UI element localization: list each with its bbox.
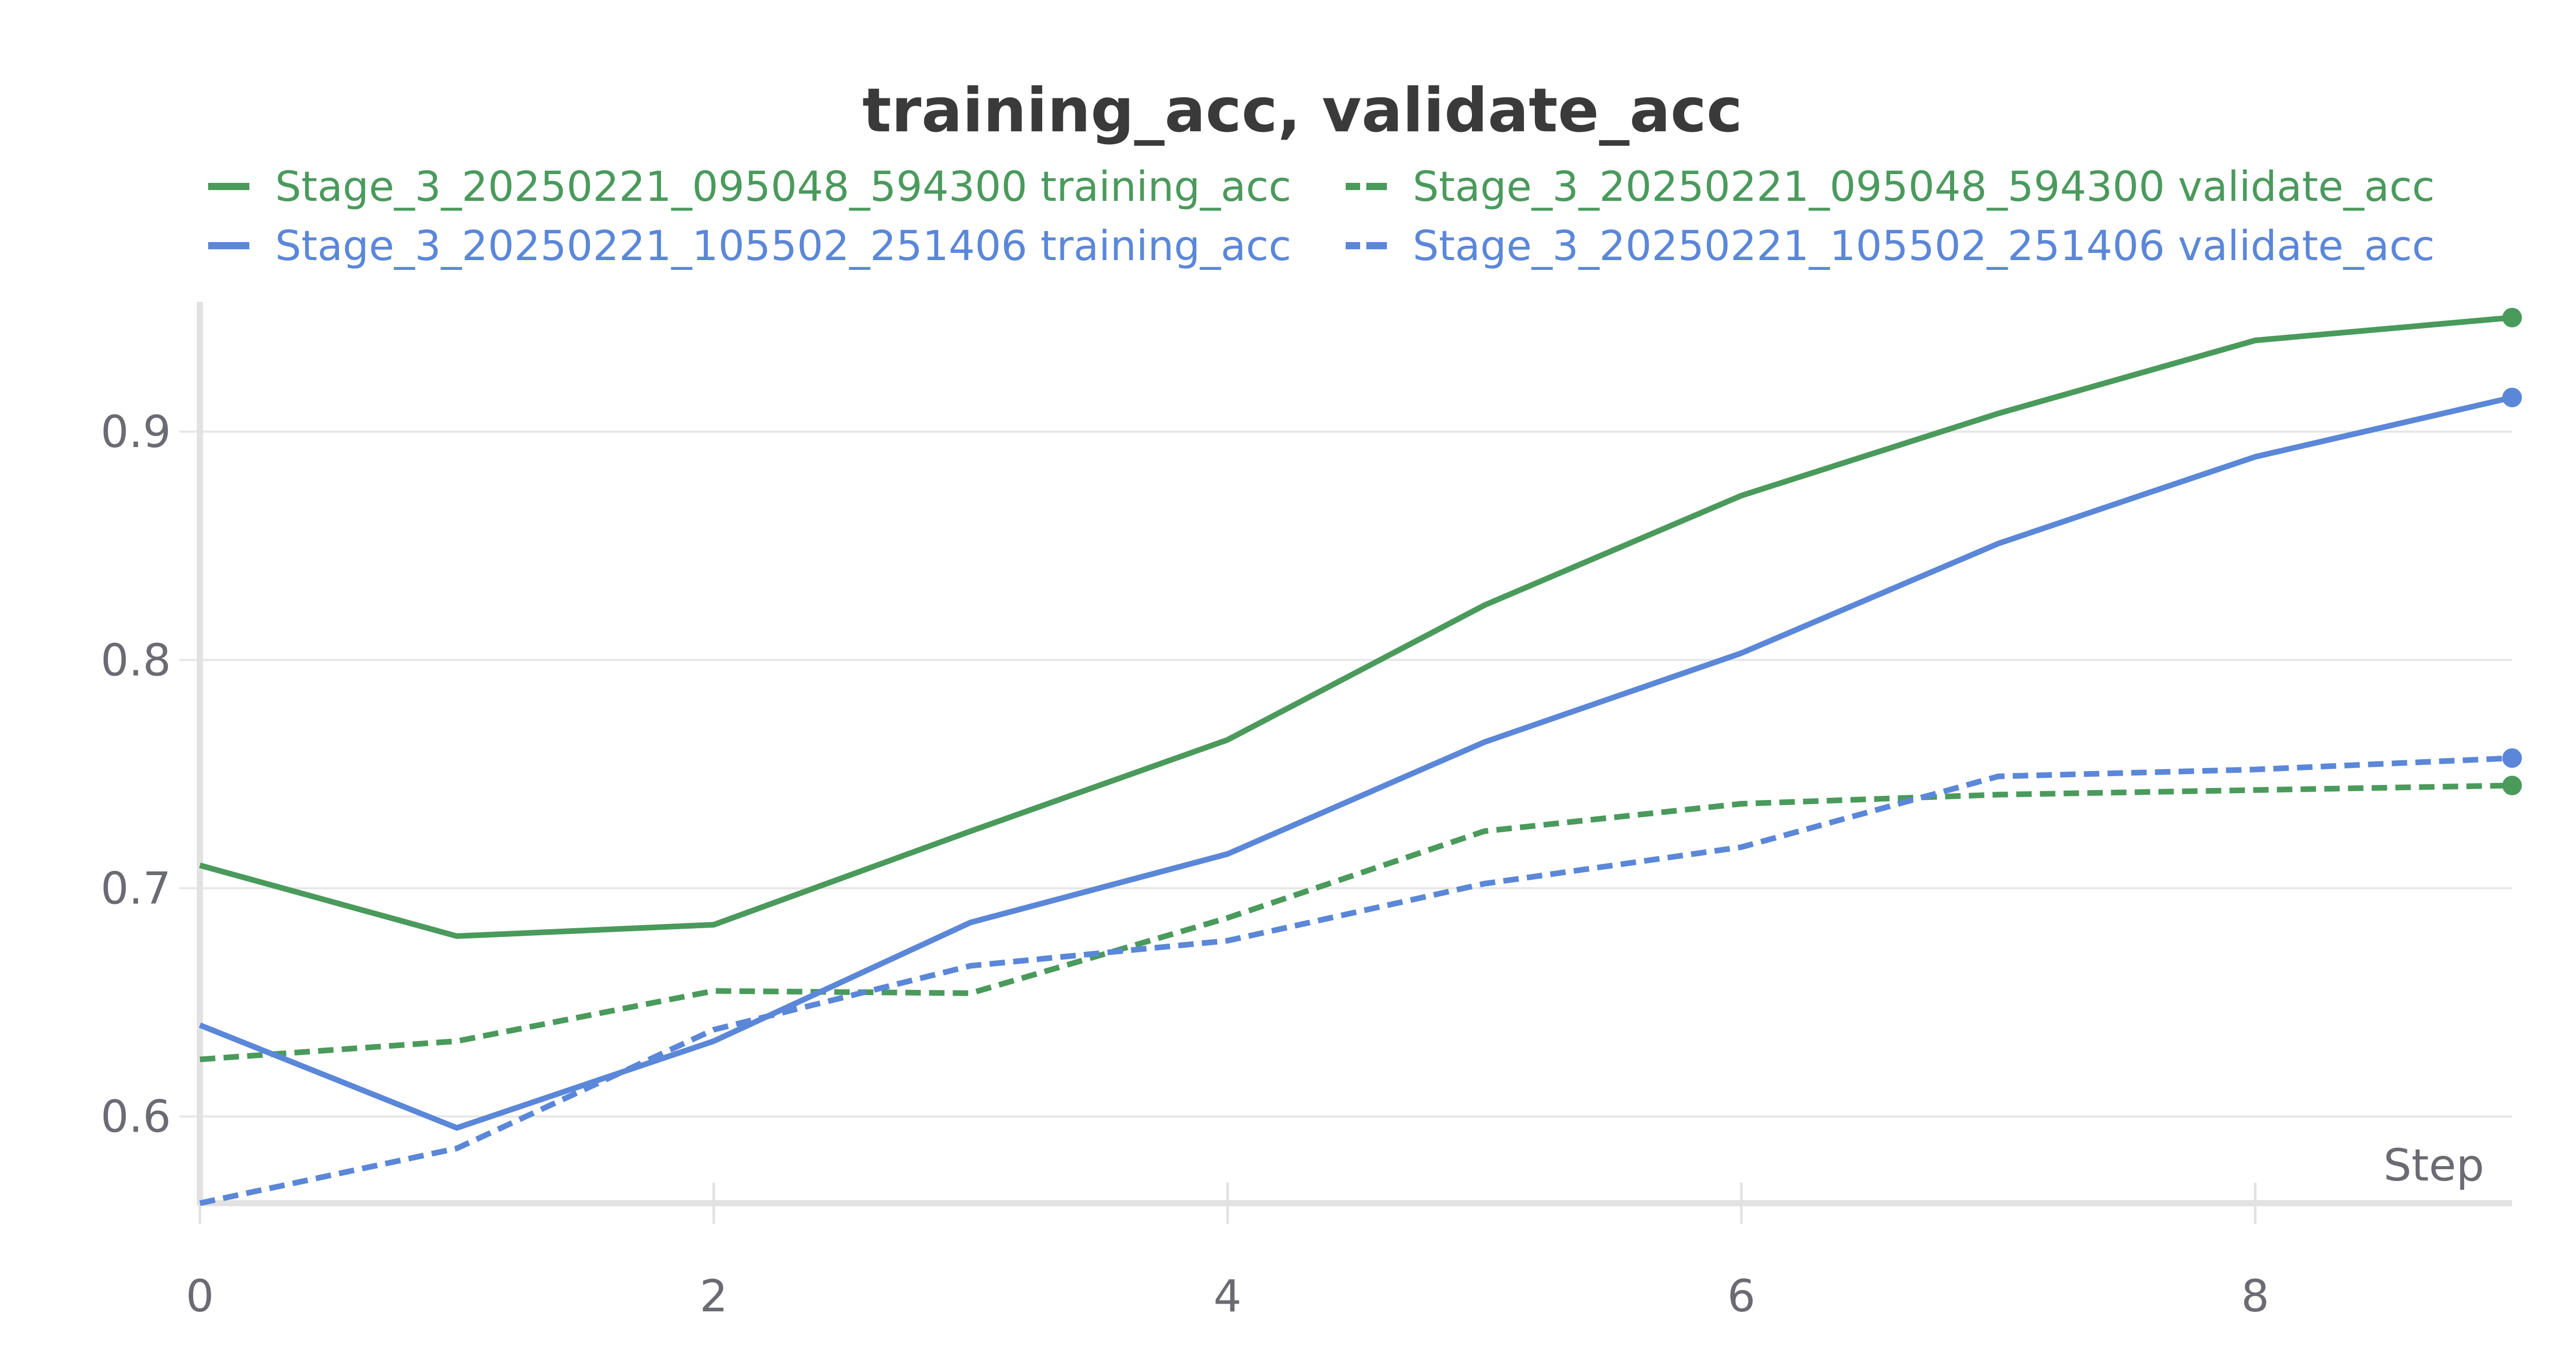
series-end-point-4 <box>2502 748 2522 768</box>
series-line-2 <box>199 782 2513 1063</box>
legend-item-3[interactable]: Stage_3_20250221_105502_251406 training_… <box>208 222 1291 270</box>
y-tick-label: 0.9 <box>100 406 171 458</box>
legend-label: Stage_3_20250221_095048_594300 validate_… <box>1413 163 2435 211</box>
y-tick-label: 0.6 <box>100 1091 171 1143</box>
legend-label: Stage_3_20250221_105502_251406 training_… <box>275 222 1291 270</box>
series-line-3 <box>198 395 2513 1131</box>
legend[interactable]: Stage_3_20250221_095048_594300 training_… <box>208 163 2435 270</box>
series-end-point-2 <box>2502 776 2522 796</box>
legend-item-1[interactable]: Stage_3_20250221_095048_594300 training_… <box>208 163 1291 211</box>
legend-item-2[interactable]: Stage_3_20250221_095048_594300 validate_… <box>1346 163 2435 211</box>
x-tick-label: 6 <box>1727 1271 1756 1322</box>
legend-label: Stage_3_20250221_105502_251406 validate_… <box>1413 222 2435 270</box>
series-lines <box>198 307 2522 1206</box>
legend-label: Stage_3_20250221_095048_594300 training_… <box>275 163 1291 211</box>
legend-item-4[interactable]: Stage_3_20250221_105502_251406 validate_… <box>1346 222 2435 270</box>
x-tick-label: 2 <box>700 1271 728 1322</box>
x-tick-label: 8 <box>2241 1271 2269 1322</box>
x-tick-label: 0 <box>186 1271 214 1322</box>
x-tick-label: 4 <box>1213 1271 1242 1322</box>
series-line-4 <box>199 755 2513 1206</box>
chart-title: training_acc, validate_acc <box>862 75 1743 146</box>
series-end-point-1 <box>2502 307 2522 328</box>
axes: 0.6 0.7 0.8 0.9 0 2 4 6 8 <box>100 302 2512 1322</box>
y-tick-label: 0.8 <box>100 635 171 686</box>
grid-lines <box>179 431 2512 1118</box>
x-axis-label: Step <box>2383 1140 2484 1191</box>
y-tick-label: 0.7 <box>100 863 171 914</box>
series-line-1 <box>199 315 2513 939</box>
series-end-point-3 <box>2502 387 2522 407</box>
